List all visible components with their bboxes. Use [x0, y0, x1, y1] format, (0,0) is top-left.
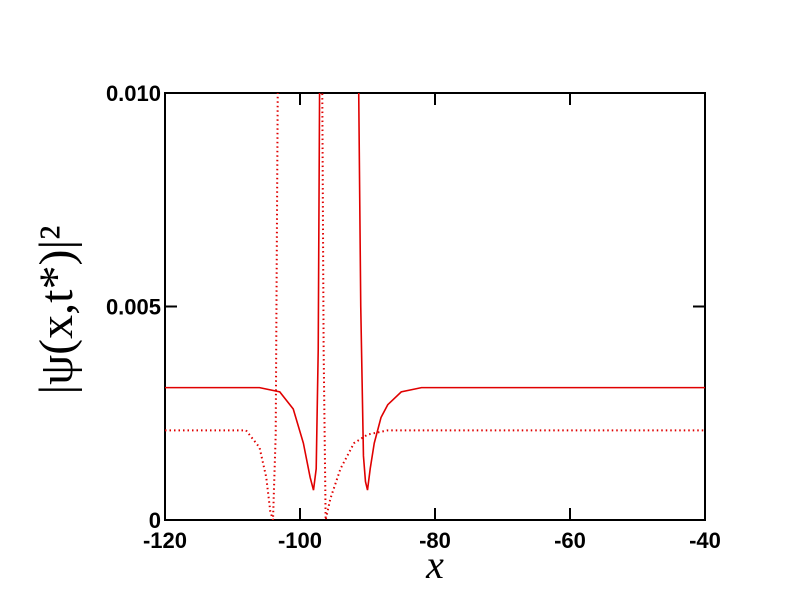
x-tick-label: -40 — [689, 528, 721, 553]
x-tick-label: -80 — [419, 528, 451, 553]
plot-area — [165, 93, 705, 520]
y-tick-label: 0 — [149, 508, 161, 533]
y-tick-label: 0.005 — [106, 295, 161, 320]
y-tick-label: 0.010 — [106, 81, 161, 106]
x-axis-label: x — [425, 542, 444, 587]
x-tick-label: -60 — [554, 528, 586, 553]
line-series — [165, 93, 705, 491]
y-axis-label: |ψ(x,t*)|² — [30, 226, 83, 395]
plot-frame — [164, 92, 706, 521]
line-series — [165, 93, 705, 520]
x-tick-label: -100 — [278, 528, 322, 553]
x-tick-label: -120 — [143, 528, 187, 553]
